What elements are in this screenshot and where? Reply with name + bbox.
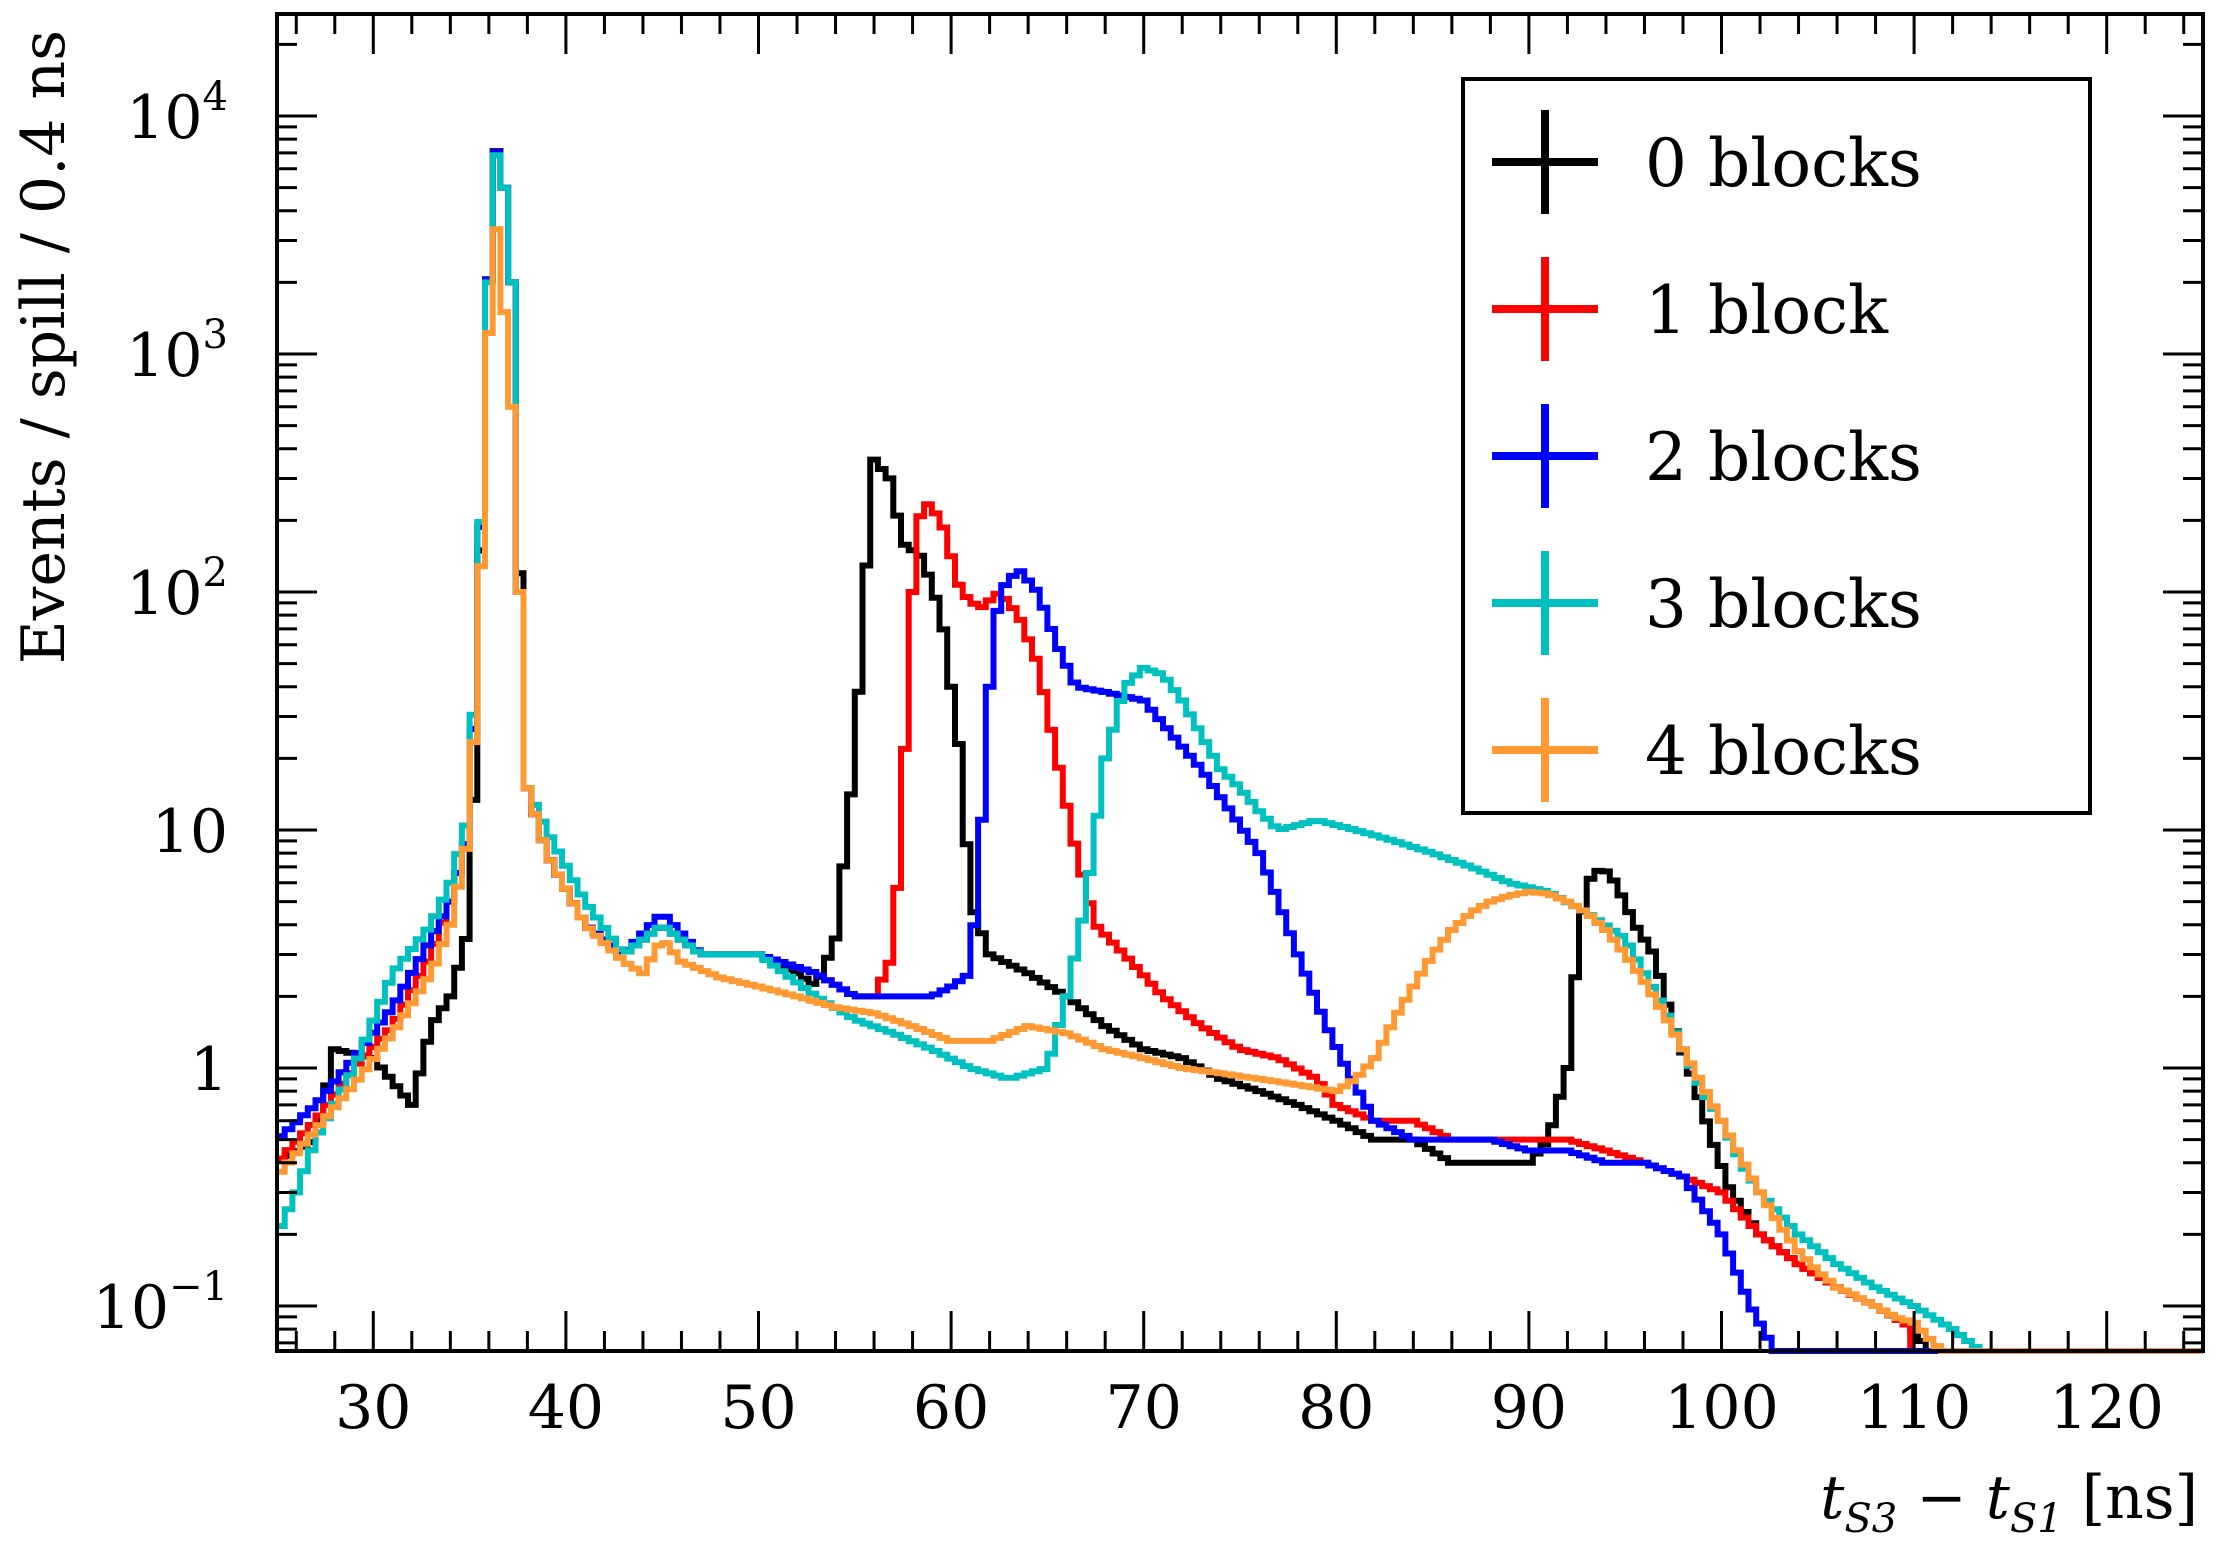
y-tick-label: 10 xyxy=(152,797,228,867)
series-line-4 xyxy=(277,226,2203,1354)
x-tick-label: 70 xyxy=(1106,1373,1182,1443)
legend-label: 2 blocks xyxy=(1645,419,1922,496)
legend: 0 blocks 1 block 2 blocks 3 blocks 4 blocks xyxy=(1461,77,2092,815)
x-tick-labels: 30 40 50 60 70 80 90 100 110 120 xyxy=(335,1373,2164,1443)
y-tick-labels: 10−1 1 10 102 103 104 xyxy=(93,74,228,1343)
y-tick-label: 10−1 xyxy=(93,1264,228,1343)
y-tick-label: 1 xyxy=(190,1035,228,1105)
y-axis-label: Events / spill / 0.4 ns xyxy=(9,30,79,664)
legend-box xyxy=(1461,77,2092,815)
x-tick-label: 100 xyxy=(1664,1373,1779,1443)
x-tick-label: 110 xyxy=(1857,1373,1972,1443)
legend-entry: 4 blocks xyxy=(1492,698,1922,802)
x-tick-label: 80 xyxy=(1298,1373,1374,1443)
x-tick-label: 50 xyxy=(720,1373,796,1443)
legend-entry: 0 blocks xyxy=(1492,110,1922,214)
x-tick-label: 60 xyxy=(913,1373,989,1443)
series-line-3 xyxy=(277,152,2203,1354)
y-tick-label: 103 xyxy=(126,312,228,391)
legend-label: 3 blocks xyxy=(1645,566,1922,643)
legend-label: 1 block xyxy=(1645,272,1889,349)
legend-entry: 3 blocks xyxy=(1492,551,1922,655)
y-tick-label: 102 xyxy=(126,550,228,629)
x-axis-label: tS3 − tS1 [ns] xyxy=(1820,1463,2198,1542)
legend-entry: 2 blocks xyxy=(1492,404,1922,508)
x-tick-label: 40 xyxy=(528,1373,604,1443)
legend-entry: 1 block xyxy=(1492,257,1889,361)
legend-entries: 0 blocks 1 block 2 blocks 3 blocks 4 blocks xyxy=(1492,110,1922,802)
ticks-layer xyxy=(277,14,2203,1351)
y-tick-label: 104 xyxy=(126,74,228,153)
legend-label: 4 blocks xyxy=(1645,713,1922,790)
x-tick-label: 30 xyxy=(335,1373,411,1443)
series-layer xyxy=(277,148,2203,1354)
x-tick-label: 90 xyxy=(1491,1373,1567,1443)
plot-frame xyxy=(275,12,2205,1353)
x-tick-label: 120 xyxy=(2049,1373,2164,1443)
legend-label: 0 blocks xyxy=(1645,125,1922,202)
